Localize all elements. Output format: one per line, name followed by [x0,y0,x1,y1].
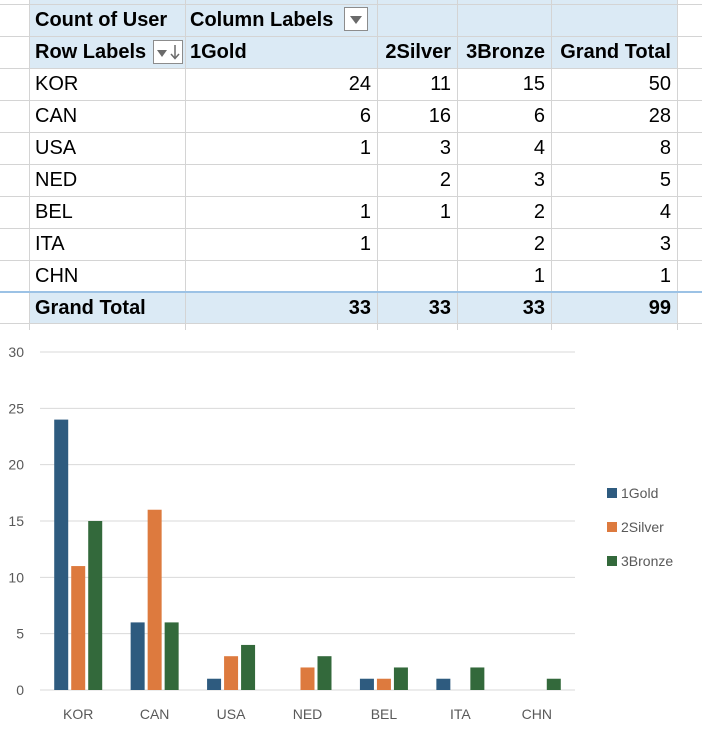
bar-3bronze-chn[interactable] [546,678,561,690]
bar-1gold-can[interactable] [130,622,145,690]
pivot-total-band [29,291,677,323]
cell-value: 4 [533,137,545,159]
cell-value: 2 [533,233,545,255]
sort-descending-icon [170,45,180,60]
x-tick-label: ITA [450,706,471,722]
cell-value: 8 [659,137,671,159]
y-tick-label: 0 [16,682,24,698]
cell-value [377,261,457,292]
bar-3bronze-ita[interactable] [470,667,485,690]
cell-value [185,261,377,292]
bar-2silver-kor[interactable] [71,566,86,690]
cell-value [185,165,377,196]
col-header-3bronze: 3Bronze [466,41,545,63]
medal-count-chart[interactable]: 0 5 10 15 20 25 30 KOR CAN USA NED BEL ITA CHN 1Gold… [0,330,702,736]
bar-1gold-kor[interactable] [54,419,69,690]
chart-legend: 1Gold 2Silver 3Bronze [607,485,673,569]
bar-2silver-ned[interactable] [300,667,315,690]
y-axis: 0 5 10 15 20 25 30 [8,344,24,698]
cell-value: 1 [439,201,451,223]
legend-swatch [607,522,617,532]
bar-3bronze-usa[interactable] [241,644,256,690]
cell-value: 4 [659,201,671,223]
col-header-2silver: 2Silver [385,41,451,63]
total-separator [0,291,702,293]
row-label: ITA [35,233,65,255]
x-tick-label: KOR [63,706,93,722]
bar-3bronze-can[interactable] [164,622,179,690]
grand-total-value: 33 [522,297,545,319]
y-tick-label: 15 [8,513,24,529]
row-sort-filter-dropdown[interactable] [153,40,183,64]
legend-swatch [607,556,617,566]
bar-3bronze-ned[interactable] [317,656,332,690]
pivot-corner-label: Count of User [35,9,168,31]
cell-value: 3 [533,169,545,191]
cell-value: 1 [359,201,371,223]
cell-value: 1 [533,265,545,287]
bar-2silver-bel[interactable] [376,678,391,690]
column-labels-header: Column Labels [190,9,334,31]
row-label: USA [35,137,77,159]
chevron-down-icon [350,16,362,24]
y-tick-label: 5 [16,626,24,642]
x-tick-label: BEL [371,706,398,722]
chart-grid [40,351,575,691]
cell-value: 2 [439,169,451,191]
x-tick-label: NED [293,706,323,722]
cell-value: 24 [348,73,371,95]
chart-bars [54,419,561,690]
cell-value: 3 [659,233,671,255]
col-header-1gold: 1Gold [190,41,247,63]
cell-value: 1 [359,233,371,255]
y-tick-label: 30 [8,344,24,360]
grand-total-label: Grand Total [35,297,146,319]
bar-3bronze-bel[interactable] [393,667,408,690]
cell-value: 15 [522,73,545,95]
row-label: CAN [35,105,78,127]
cell-value: 11 [430,73,451,95]
cell-value: 5 [659,169,671,191]
grand-total-value: 33 [348,297,371,319]
row-label: KOR [35,73,79,95]
cell-value [377,229,457,260]
bar-2silver-can[interactable] [147,509,162,690]
cell-value: 1 [359,137,371,159]
cell-value: 1 [659,265,671,287]
row-labels-header: Row Labels [35,41,147,63]
x-tick-label: USA [217,706,246,722]
pivot-table: Count of User Column Labels Row Labels 1… [0,0,702,330]
row-label: CHN [35,265,79,287]
cell-value: 16 [428,105,451,127]
cell-value: 3 [439,137,451,159]
cell-value: 6 [359,105,371,127]
grand-total-value: 99 [648,297,671,319]
chevron-down-icon [157,50,167,57]
cell-value: 2 [533,201,545,223]
legend-label: 1Gold [621,485,658,501]
y-tick-label: 25 [8,400,24,416]
x-tick-label: CAN [140,706,170,722]
grand-total-value: 33 [428,297,451,319]
y-tick-label: 10 [8,569,24,585]
cell-value: 28 [648,105,671,127]
y-tick-label: 20 [8,457,24,473]
bar-3bronze-kor[interactable] [88,521,103,690]
col-header-grand-total: Grand Total [560,41,671,63]
cell-value: 6 [533,105,545,127]
x-axis: KOR CAN USA NED BEL ITA CHN [63,706,552,722]
cell-value: 50 [648,73,671,95]
legend-swatch [607,488,617,498]
row-label: BEL [35,201,73,223]
row-label: NED [35,169,78,191]
bar-1gold-ita[interactable] [436,678,451,690]
column-filter-dropdown[interactable] [344,7,368,31]
bar-1gold-bel[interactable] [359,678,374,690]
x-tick-label: CHN [522,706,552,722]
bar-1gold-usa[interactable] [207,678,222,690]
legend-label: 2Silver [621,519,664,535]
legend-label: 3Bronze [621,553,673,569]
bar-2silver-usa[interactable] [224,656,239,690]
